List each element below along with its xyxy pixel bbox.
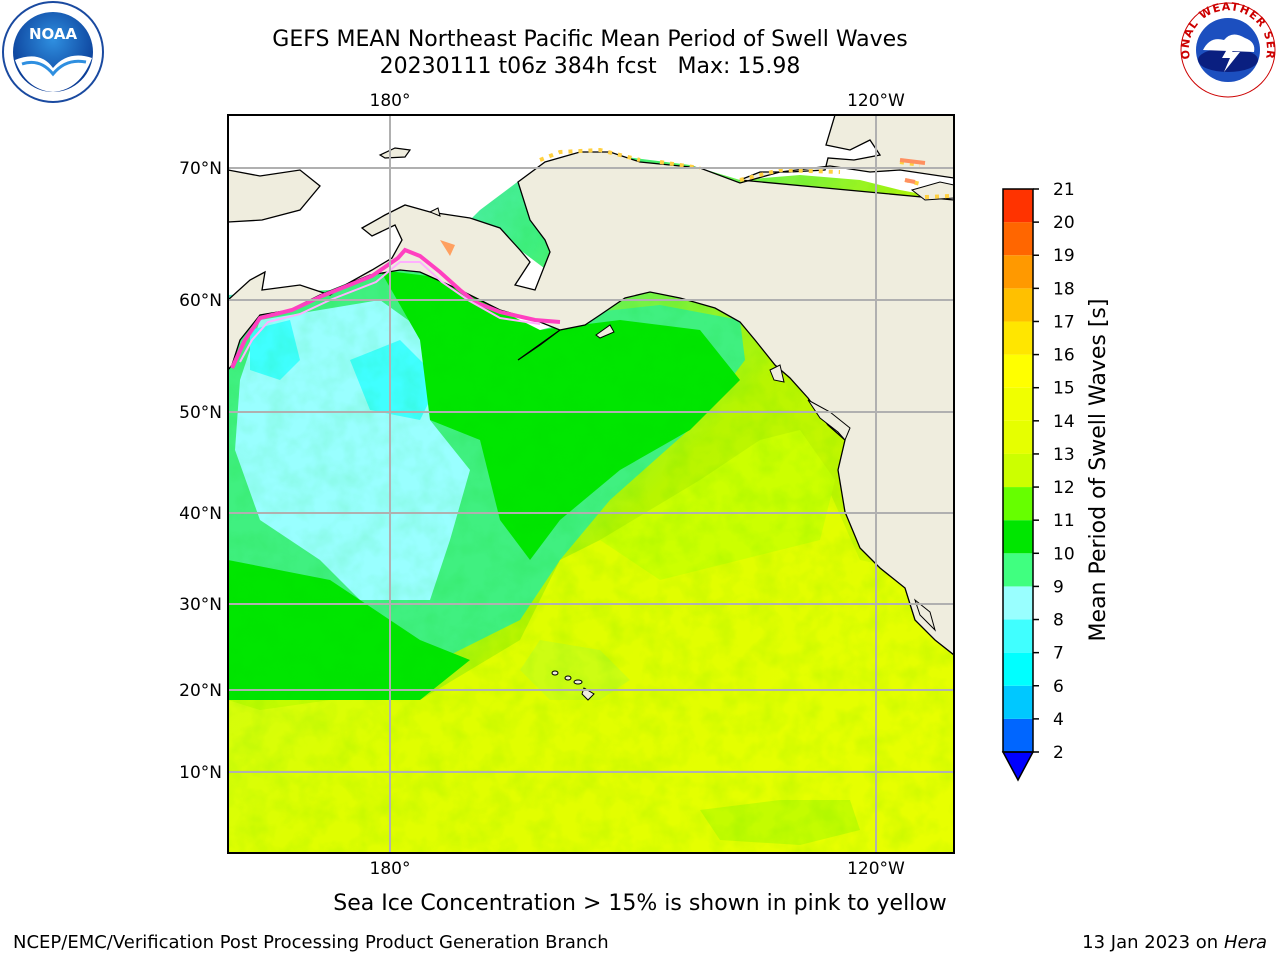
lon-label-bottom-120w: 120°W [847, 859, 905, 879]
footer-date: 13 Jan 2023 on Hera [1082, 932, 1267, 953]
footer-date-text: 13 Jan 2023 on [1082, 932, 1224, 953]
sea-ice-note: Sea Ice Concentration > 15% is shown in … [333, 891, 947, 916]
footer-organization: NCEP/EMC/Verification Post Processing Pr… [13, 932, 609, 953]
colorbar-segment [1003, 222, 1033, 256]
colorbar-tick-label: 10 [1053, 544, 1075, 564]
colorbar-tick-label: 4 [1053, 710, 1064, 730]
chart-subtitle: 20230111 t06z 384h fcst Max: 15.98 [379, 54, 801, 79]
colorbar-segment [1003, 453, 1033, 488]
colorbar-tick-label: 9 [1053, 577, 1064, 597]
footer-machine: Hera [1223, 932, 1267, 953]
lon-label-bottom-180: 180° [370, 859, 411, 879]
lat-label-40n: 40°N [179, 504, 222, 524]
nws-logo-text: NATIONAL WEATHER SERVICE [0, 0, 1276, 61]
colorbar-segment [1003, 321, 1033, 355]
lat-label-50n: 50°N [179, 403, 222, 423]
chart-title: GEFS MEAN Northeast Pacific Mean Period … [272, 27, 908, 52]
colorbar-segment [1003, 487, 1033, 521]
colorbar-frame [1002, 188, 1034, 753]
colorbar-segment [1003, 420, 1033, 454]
noaa-logo: NOAA [2, 1, 104, 103]
colorbar: 2 4 6 7 8 9 10 11 12 13 14 15 16 17 18 19 20 21 [1001, 180, 1075, 782]
svg-text:NATIONAL WEATHER SERVICE: NATIONAL WEATHER SERVICE [0, 0, 1277, 61]
colorbar-tick-label: 12 [1053, 478, 1075, 498]
colorbar-tick-label: 20 [1053, 213, 1075, 233]
lat-label-70n: 70°N [179, 159, 222, 179]
colorbar-segment [1003, 255, 1033, 289]
map-frame [227, 114, 955, 854]
colorbar-segment [1003, 652, 1033, 686]
lon-label-top-180: 180° [370, 91, 411, 111]
lat-label-20n: 20°N [179, 681, 222, 701]
colorbar-tick-label: 16 [1053, 346, 1075, 366]
colorbar-segment [1003, 685, 1033, 719]
colorbar-segment [1003, 718, 1033, 752]
colorbar-tick-label: 13 [1053, 445, 1075, 465]
colorbar-tick-label: 14 [1053, 412, 1075, 432]
lat-label-60n: 60°N [179, 291, 222, 311]
lat-label-30n: 30°N [179, 595, 222, 615]
noaa-logo-text: NOAA [29, 25, 78, 43]
colorbar-tick-label: 18 [1053, 279, 1075, 299]
map-panel [228, 115, 954, 853]
colorbar-tick-label: 19 [1053, 246, 1075, 266]
lat-label-10n: 10°N [179, 763, 222, 783]
nws-logo: NATIONAL WEATHER SERVICE [0, 0, 1277, 98]
colorbar-segment [1003, 619, 1033, 653]
colorbar-tick-label: 2 [1053, 743, 1064, 763]
colorbar-segment [1003, 288, 1033, 322]
colorbar-segment [1003, 189, 1033, 223]
sea-ice-edge [230, 147, 951, 369]
colorbar-tick-label: 6 [1053, 677, 1064, 697]
colorbar-label: Mean Period of Swell Waves [s] [1086, 299, 1111, 642]
colorbar-tick-label: 21 [1053, 180, 1075, 200]
colorbar-tick-label: 15 [1053, 379, 1075, 399]
colorbar-segment [1003, 520, 1033, 554]
colorbar-segment [1003, 553, 1033, 587]
lon-label-top-120w: 120°W [847, 91, 905, 111]
colorbar-tick-label: 11 [1053, 511, 1075, 531]
colorbar-tick-label: 8 [1053, 611, 1064, 631]
colorbar-segment [1003, 354, 1033, 388]
colorbar-extend-arrow [1001, 751, 1035, 782]
graticule [228, 115, 954, 853]
colorbar-segment [1003, 387, 1033, 421]
colorbar-segment [1003, 586, 1033, 620]
colorbar-tick-label: 7 [1053, 644, 1064, 664]
colorbar-tick-label: 17 [1053, 312, 1075, 332]
